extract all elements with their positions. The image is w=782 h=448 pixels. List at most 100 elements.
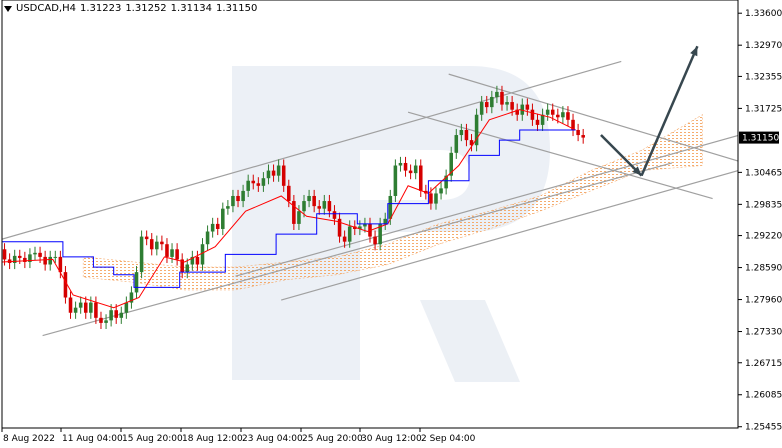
candle-body	[434, 193, 438, 204]
candle-body	[454, 135, 459, 153]
candle-body	[307, 195, 311, 202]
candle-body	[170, 249, 174, 257]
y-tick-label: 1.29220	[745, 232, 782, 242]
candle	[155, 235, 159, 256]
candle-body	[469, 140, 474, 146]
candle	[525, 98, 530, 116]
x-tick-label: 25 Aug 20:00	[302, 434, 363, 444]
plot-area	[2, 60, 738, 382]
candle-body	[393, 165, 398, 196]
candle-body	[144, 236, 149, 240]
candle-body	[347, 226, 352, 242]
channel-line-0	[2, 60, 622, 240]
candle-body	[261, 178, 266, 186]
candle-body	[444, 175, 448, 189]
candle-body	[449, 152, 453, 176]
candle	[332, 205, 337, 225]
candle	[149, 233, 154, 256]
channel-line-2	[235, 134, 738, 277]
candle-body	[312, 195, 316, 207]
candle	[78, 296, 83, 314]
candle	[43, 250, 47, 271]
candle	[271, 164, 276, 182]
candle	[251, 174, 256, 190]
candle	[398, 156, 403, 172]
candle	[495, 85, 499, 104]
candle-body	[520, 104, 525, 115]
candle	[109, 304, 113, 327]
candle-body	[175, 249, 179, 260]
candle-body	[58, 256, 63, 273]
candle-body	[535, 119, 540, 125]
candle-body	[515, 109, 519, 115]
candle-body	[292, 201, 296, 224]
x-tick-label: 18 Aug 12:00	[182, 434, 243, 444]
candle	[17, 249, 22, 265]
kijun-sen-line	[2, 129, 576, 288]
candle	[571, 113, 575, 137]
candle	[195, 250, 200, 271]
candle-body	[302, 201, 306, 212]
candle-body	[134, 272, 139, 293]
candle-body	[276, 165, 281, 176]
dropdown-triangle-icon[interactable]	[4, 5, 12, 12]
candle	[566, 106, 570, 126]
current-price-marker: 1.31150	[739, 131, 779, 144]
ichimoku-cloud	[82, 114, 703, 291]
candle	[190, 250, 195, 271]
candle	[160, 235, 164, 251]
candle	[322, 194, 327, 215]
candle-body	[439, 188, 443, 194]
candle	[459, 123, 464, 142]
candle-body	[530, 109, 535, 120]
candle	[540, 108, 545, 131]
candle	[180, 253, 184, 279]
candle-body	[38, 252, 42, 257]
channel-line-4	[448, 73, 738, 162]
close-price: 1.31150	[216, 3, 258, 14]
candle-body	[561, 112, 565, 118]
candle	[170, 243, 174, 263]
candle	[373, 230, 377, 251]
candle	[48, 250, 52, 271]
candle	[464, 123, 469, 147]
candle	[63, 266, 68, 304]
candle-body	[210, 223, 215, 232]
candle-body	[550, 109, 555, 115]
candle-body	[484, 102, 489, 108]
candle	[53, 250, 58, 263]
candle-body	[94, 302, 98, 318]
candle-body	[571, 119, 575, 130]
candle	[210, 217, 215, 238]
forecast-arrows	[600, 45, 699, 177]
candle	[312, 189, 316, 213]
candle-body	[545, 109, 550, 115]
candle	[226, 200, 230, 215]
candle	[139, 230, 144, 279]
candle	[124, 296, 129, 319]
candle-body	[505, 102, 509, 105]
x-tick-label: 23 Aug 04:00	[242, 434, 303, 444]
candle	[205, 225, 210, 251]
candle-body	[236, 195, 240, 202]
candle	[383, 212, 388, 230]
candle-body	[378, 223, 382, 245]
candle-body	[459, 129, 464, 136]
y-tick-label: 1.33600	[745, 9, 782, 19]
candle	[94, 296, 98, 324]
candle-body	[408, 170, 413, 174]
candle-body	[63, 272, 68, 298]
candle-body	[418, 165, 423, 191]
candle	[363, 217, 367, 233]
candle	[231, 189, 235, 213]
candle-body	[190, 256, 195, 265]
candle-body	[495, 91, 499, 97]
candle-body	[581, 135, 585, 138]
candle-body	[109, 310, 113, 321]
candle-body	[78, 302, 83, 308]
candle	[576, 123, 580, 142]
candle	[550, 103, 555, 121]
symbol-label: USDCAD,H4	[16, 3, 76, 14]
x-axis: 8 Aug 2022 11 Aug 04:00 15 Aug 20:00 18 Aug…	[1, 428, 476, 444]
